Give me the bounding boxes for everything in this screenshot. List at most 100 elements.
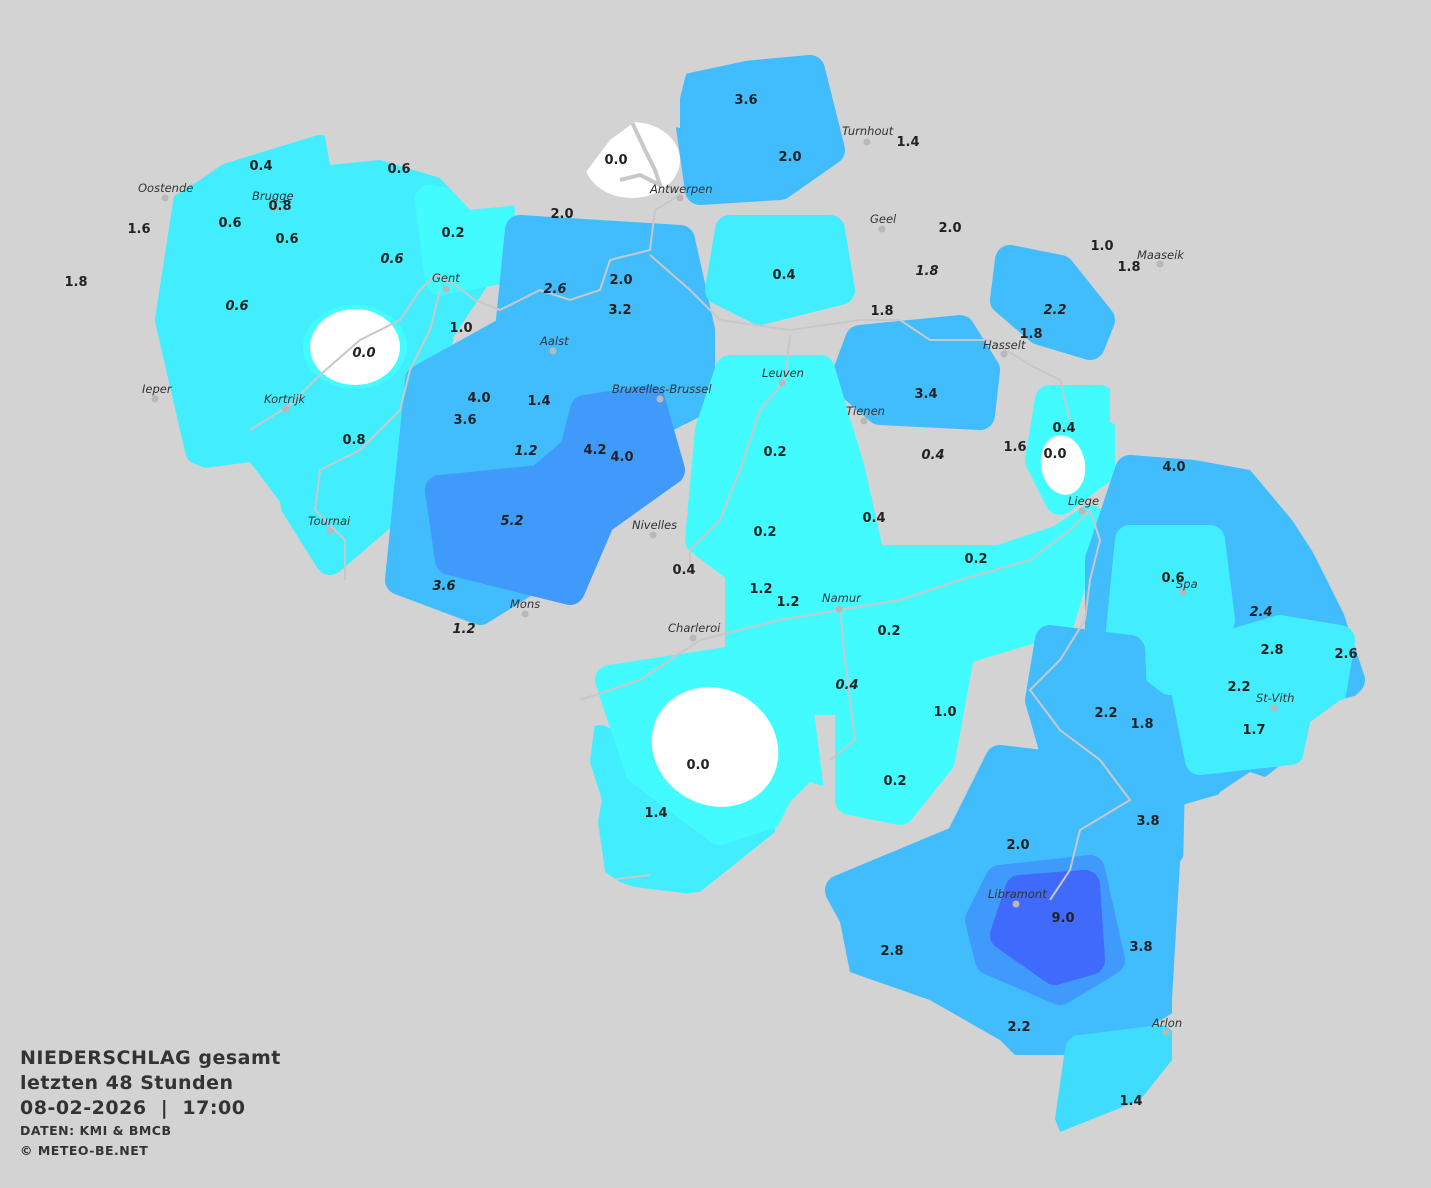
city-marker — [649, 531, 657, 539]
city-marker — [1270, 704, 1278, 712]
map-caption: NIEDERSCHLAG gesamt letzten 48 Stunden 0… — [20, 1046, 281, 1161]
precip-value: 4.0 — [1162, 460, 1185, 475]
precip-value: 1.4 — [1119, 1094, 1142, 1109]
precip-value: 1.4 — [527, 394, 550, 409]
river-line — [313, 289, 441, 580]
field-north — [675, 55, 845, 205]
city-marker — [549, 347, 557, 355]
precip-value: 0.4 — [249, 159, 272, 174]
precip-value: 1.6 — [1003, 440, 1026, 455]
precip-value: 0.4 — [772, 268, 795, 283]
precip-value: 0.2 — [964, 552, 987, 567]
precip-value: 0.0 — [686, 758, 709, 773]
field-zero-west — [310, 309, 400, 385]
precip-value: 3.6 — [432, 579, 455, 594]
city-label: Oostende — [138, 181, 193, 195]
data-source: DATEN: KMI & BMCB — [20, 1123, 172, 1138]
precip-value: 1.0 — [1090, 239, 1113, 254]
precip-value: 2.6 — [543, 282, 566, 297]
precip-value: 4.0 — [467, 391, 490, 406]
city-label: Antwerpen — [649, 182, 713, 196]
precip-value: 1.0 — [933, 705, 956, 720]
precip-value: 0.0 — [1043, 447, 1066, 462]
precip-value: 1.2 — [514, 444, 537, 459]
precip-value: 1.7 — [1242, 723, 1265, 738]
city-label: Brugge — [252, 189, 294, 203]
precip-value: 1.2 — [749, 582, 772, 597]
map-datetime: 08-02-2026 | 17:00 — [20, 1097, 246, 1119]
field-zero-south — [651, 687, 779, 807]
field-tienen — [830, 315, 1000, 430]
precip-value: 2.0 — [938, 221, 961, 236]
precip-value: 1.8 — [1117, 260, 1140, 275]
precip-value: 1.8 — [870, 304, 893, 319]
city-label: Spa — [1176, 577, 1198, 591]
city-marker — [860, 417, 868, 425]
city-label: Tournai — [308, 514, 351, 528]
city-label: Leuven — [762, 366, 804, 380]
city-marker — [676, 194, 684, 202]
city-marker — [521, 610, 529, 618]
precip-value: 0.2 — [877, 624, 900, 639]
city-marker — [1179, 588, 1187, 596]
precip-value: 2.2 — [1094, 706, 1117, 721]
city-label: Turnhout — [842, 124, 894, 138]
precip-value: 1.2 — [452, 622, 475, 637]
precip-value: 0.2 — [441, 226, 464, 241]
city-label: Tienen — [846, 404, 885, 418]
river-line — [829, 609, 857, 761]
precip-value: 2.2 — [1043, 303, 1066, 318]
precip-value: 0.6 — [380, 252, 403, 267]
field-zero-liege — [1040, 435, 1086, 495]
city-label: Nivelles — [632, 518, 677, 532]
precip-value: 0.6 — [225, 299, 248, 314]
precip-value: 0.0 — [604, 153, 627, 168]
precip-value: 4.2 — [583, 443, 606, 458]
precip-value: 0.2 — [753, 525, 776, 540]
field-libramont-max — [990, 870, 1105, 985]
precip-value: 2.0 — [1006, 838, 1029, 853]
precip-value: 1.8 — [1019, 327, 1042, 342]
city-marker — [835, 605, 843, 613]
city-marker — [271, 204, 279, 212]
precip-value: 0.4 — [1052, 421, 1075, 436]
precip-value: 2.0 — [778, 150, 801, 165]
precip-value: 0.0 — [352, 346, 375, 361]
city-label: Hasselt — [983, 338, 1026, 352]
city-label: Maaseik — [1137, 248, 1185, 262]
city-marker — [161, 194, 169, 202]
precip-value: 1.6 — [127, 222, 150, 237]
city-label: Mons — [510, 597, 540, 611]
precip-value: 1.8 — [1130, 717, 1153, 732]
field-geel — [705, 215, 855, 325]
precip-value: 0.8 — [268, 199, 291, 214]
city-label: Aalst — [539, 334, 569, 348]
precip-value: 2.4 — [1249, 605, 1272, 620]
river-line — [609, 874, 651, 881]
precip-value: 0.6 — [275, 232, 298, 247]
precip-value: 3.8 — [1129, 940, 1152, 955]
map-title: NIEDERSCHLAG gesamt — [20, 1047, 281, 1069]
precip-value: 3.6 — [453, 413, 476, 428]
precip-value: 2.8 — [1260, 643, 1283, 658]
city-label: Geel — [870, 212, 897, 226]
city-marker — [151, 395, 159, 403]
precip-value: 1.4 — [896, 135, 919, 150]
city-marker — [442, 285, 450, 293]
city-marker — [1156, 260, 1164, 268]
precip-value: 2.2 — [1227, 680, 1250, 695]
river-line — [579, 508, 1132, 901]
city-label: Arlon — [1151, 1016, 1182, 1030]
precip-value: 2.0 — [550, 207, 573, 222]
precip-value: 1.4 — [644, 806, 667, 821]
antwerp-harbour — [619, 117, 664, 189]
field-stvith — [1165, 615, 1355, 775]
precip-value: 0.2 — [763, 445, 786, 460]
rivers — [249, 117, 1132, 901]
precip-value: 0.6 — [218, 216, 241, 231]
city-marker — [282, 405, 290, 413]
precip-value: 1.0 — [449, 321, 472, 336]
precip-value: 3.4 — [914, 387, 937, 402]
precip-value: 0.4 — [672, 563, 695, 578]
precip-value: 0.4 — [921, 448, 944, 463]
